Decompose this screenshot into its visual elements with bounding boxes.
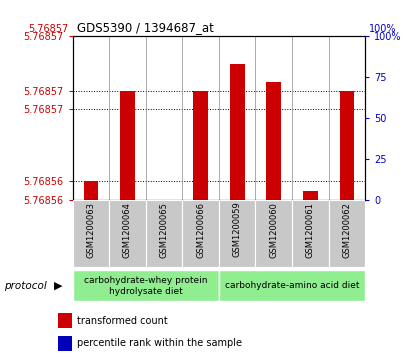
Bar	[230, 64, 244, 200]
Bar	[122, 200, 133, 222]
Bar	[268, 200, 279, 222]
Text: percentile rank within the sample: percentile rank within the sample	[77, 338, 242, 348]
Bar	[329, 200, 365, 267]
Bar	[109, 200, 146, 267]
Bar	[232, 200, 243, 222]
Text: GSM1200060: GSM1200060	[269, 202, 278, 257]
Text: carbohydrate-whey protein
hydrolysate diet: carbohydrate-whey protein hydrolysate di…	[84, 276, 208, 295]
Bar	[73, 270, 219, 301]
Bar	[292, 200, 329, 267]
Bar	[146, 200, 182, 267]
Text: transformed count: transformed count	[77, 316, 168, 326]
Bar	[159, 200, 170, 222]
Text: ▶: ▶	[54, 281, 62, 291]
Text: GSM1200059: GSM1200059	[233, 202, 242, 257]
Text: carbohydrate-amino acid diet: carbohydrate-amino acid diet	[225, 281, 359, 290]
Bar	[339, 91, 354, 200]
Bar	[342, 200, 352, 222]
Text: GSM1200063: GSM1200063	[86, 202, 95, 258]
Bar	[182, 200, 219, 267]
Bar	[85, 200, 96, 222]
Bar	[266, 82, 281, 200]
Bar	[157, 200, 171, 218]
Bar	[305, 200, 316, 222]
Bar	[58, 313, 72, 329]
Text: GSM1200066: GSM1200066	[196, 202, 205, 258]
Bar	[256, 200, 292, 267]
Bar	[120, 91, 135, 200]
Text: GSM1200065: GSM1200065	[159, 202, 168, 257]
Text: GSM1200064: GSM1200064	[123, 202, 132, 257]
Bar	[193, 91, 208, 200]
Text: GDS5390 / 1394687_at: GDS5390 / 1394687_at	[77, 21, 214, 34]
Text: GSM1200062: GSM1200062	[342, 202, 352, 257]
Bar	[73, 200, 109, 267]
Bar	[219, 200, 256, 267]
Text: GSM1200061: GSM1200061	[306, 202, 315, 257]
Text: 100%: 100%	[369, 24, 397, 34]
Bar	[58, 336, 72, 351]
Bar	[303, 191, 317, 200]
Text: 5.76857: 5.76857	[28, 24, 68, 34]
Bar	[195, 200, 206, 222]
Bar	[83, 182, 98, 200]
Bar	[219, 270, 365, 301]
Text: protocol: protocol	[4, 281, 47, 291]
